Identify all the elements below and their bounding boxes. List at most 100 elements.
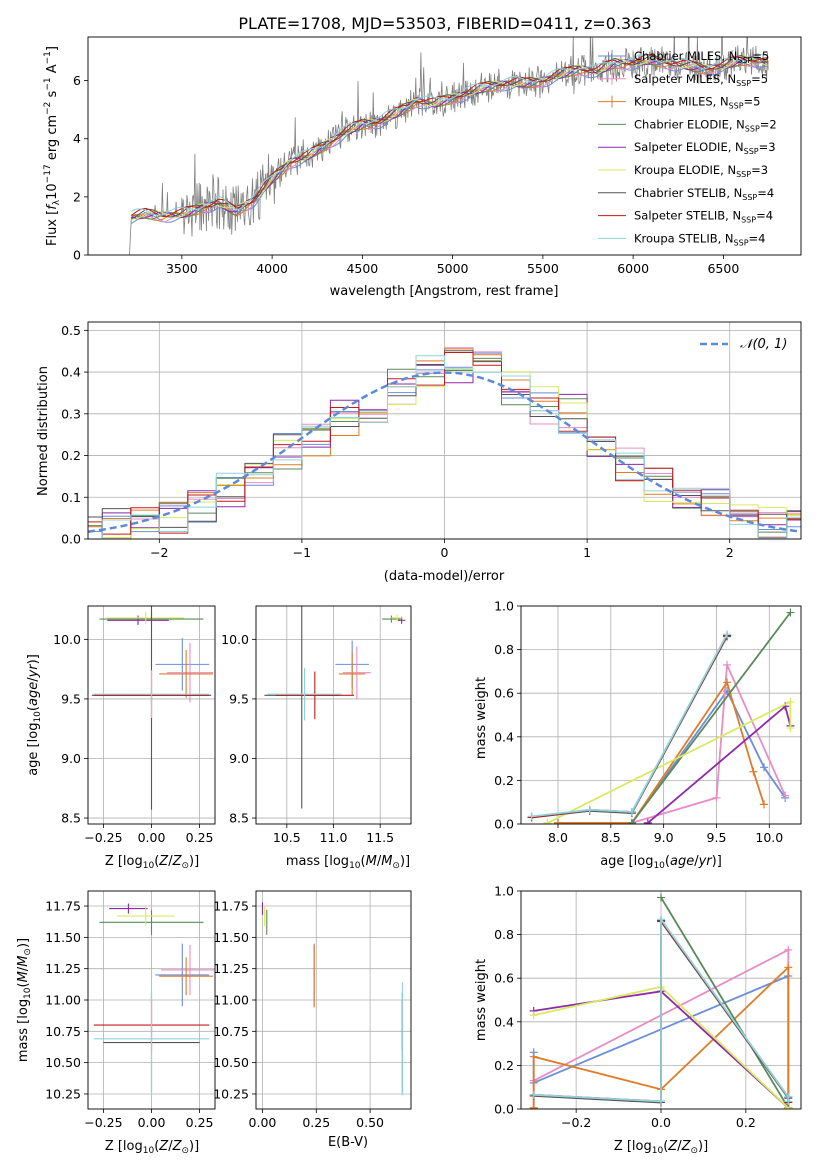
- tick-label-y: 11.50: [45, 930, 81, 945]
- tick-label-y: 0.8: [494, 642, 514, 657]
- tick-label-x: 4000: [256, 261, 288, 276]
- legend-label-sub: SSP: [736, 79, 751, 88]
- legend-label-salpeter-stelib: Salpeter STELIB, NSSP=4: [634, 209, 773, 225]
- mwage-ylabel: mass weight: [474, 677, 489, 759]
- plot-area: [264, 606, 406, 809]
- axes-frame: [520, 890, 802, 1110]
- tick-label-y: 4: [73, 131, 81, 146]
- legend-label-value: =5: [744, 95, 761, 109]
- plot-area: [93, 903, 215, 1096]
- legend-label-value: =4: [749, 231, 766, 245]
- tick-label-x: 5500: [527, 261, 559, 276]
- age-vs-z-panel: −0.25 0.00 0.25 8.5 9.0 9.5 10.0 Z [log10(Z/Z⊙)…: [26, 605, 216, 871]
- weight-marker-kroupa-stelib: [723, 630, 732, 639]
- legend-label-value: =5: [751, 72, 768, 86]
- plot-area: [529, 893, 793, 1109]
- tick-label-x: −2: [150, 545, 168, 560]
- weight-marker-chabrier-elodie: [657, 893, 665, 902]
- tick-label-y: 9.5: [229, 691, 249, 706]
- tick-label-x: 9.5: [707, 830, 727, 845]
- hist-ylabel: Normed distribution: [36, 366, 51, 496]
- legend-label-sub: SSP: [744, 147, 759, 156]
- spectrum-xlabel: wavelength [Angstrom, rest frame]: [330, 284, 559, 299]
- weight-marker-kroupa-miles: [723, 678, 732, 687]
- tick-label-x: 5000: [437, 261, 469, 276]
- plot-area: [91, 606, 214, 810]
- tick-label-x: 0.25: [186, 1115, 214, 1130]
- tick-label-y: 10.75: [45, 1024, 81, 1039]
- tick-label-y: 0.2: [494, 773, 514, 788]
- tick-label-x: −0.25: [84, 830, 122, 845]
- tick-label-y: 11.25: [213, 961, 249, 976]
- tick-label-x: 10.0: [755, 830, 783, 845]
- tick-label-x: 8.0: [548, 830, 568, 845]
- weight-marker-chabrier-elodie: [627, 818, 636, 824]
- mass-weight-vs-z-panel: −0.2 0.0 0.2 0.0 0.2 0.4 0.6 0.8 1.0 Z [log10(Z/Z…: [494, 884, 802, 1156]
- tick-label-x: 0.0: [651, 1115, 671, 1130]
- tick-label-y: 10.25: [213, 1086, 249, 1101]
- tick-label-y: 11.75: [45, 899, 81, 914]
- legend-label-chabrier-elodie: Chabrier ELODIE, NSSP=2: [634, 117, 777, 133]
- legend-label-sub: SSP: [736, 170, 751, 179]
- tick-label-x: 11.0: [320, 830, 348, 845]
- weight-marker-salpeter-miles: [712, 793, 721, 802]
- axes-frame: [255, 890, 412, 1110]
- weight-marker-kroupa-miles: [529, 1103, 538, 1109]
- tick-label-x: 0.25: [302, 1115, 330, 1130]
- legend-label-normal: 𝒩(0, 1): [740, 337, 787, 352]
- legend-label-value: =4: [757, 186, 774, 200]
- tick-label-y: 10.50: [213, 1055, 249, 1070]
- tick-label-x: 4500: [346, 261, 378, 276]
- tick-label-x: −1: [293, 545, 311, 560]
- weight-marker-kroupa-stelib: [784, 1097, 793, 1106]
- weight-marker-kroupa-miles: [529, 1052, 538, 1061]
- tick-label-y: 6: [73, 73, 81, 88]
- tick-label-y: 0.0: [494, 817, 514, 832]
- legend-label-sub: SSP: [741, 216, 756, 225]
- weight-marker-kroupa-elodie: [543, 818, 552, 824]
- legend-label-salpeter-miles: Salpeter MILES, NSSP=5: [634, 72, 768, 88]
- tick-label-y: 10.0: [221, 632, 249, 647]
- weight-marker-kroupa-stelib: [529, 1090, 538, 1099]
- legend-label-value: =3: [751, 163, 768, 177]
- tick-label-x: 0.00: [138, 830, 166, 845]
- model-spectrum-kroupa-miles: [131, 58, 769, 221]
- tick-label-y: 0.0: [494, 1102, 514, 1117]
- tick-label-y: 0.4: [61, 365, 81, 380]
- model-spectrum-chabrier-elodie: [131, 57, 769, 220]
- model-spectrum-chabrier-stelib: [131, 54, 769, 220]
- residual-histogram-panel: −2 −1 0 1 2 0.0 0.1 0.2 0.3 0.4 0.5 𝒩(0, 1): [61, 321, 802, 560]
- tick-label-y: 11.25: [45, 961, 81, 976]
- tick-label-y: 1.0: [494, 884, 514, 899]
- tick-label-y: 10.25: [45, 1086, 81, 1101]
- weight-marker-kroupa-miles: [784, 963, 793, 972]
- tick-label-y: 0.2: [494, 1058, 514, 1073]
- tick-label-y: 11.00: [45, 993, 81, 1008]
- weight-marker-kroupa-elodie: [786, 724, 795, 733]
- age-vs-z-xlabel: Z [log10(Z/Z⊙)]: [105, 854, 199, 871]
- mw-age-xlabel: age [log10(age/yr)]: [600, 854, 722, 871]
- axes-frame: [87, 321, 802, 540]
- weight-marker-kroupa-stelib: [585, 805, 594, 814]
- mw-z-xlabel: Z [log10(Z/Z⊙)]: [614, 1139, 708, 1156]
- weight-marker-salpeter-miles: [784, 945, 793, 954]
- tick-label-x: 9.0: [654, 830, 674, 845]
- weight-marker-kroupa-miles: [749, 767, 758, 776]
- weight-marker-chabrier-elodie: [786, 608, 795, 617]
- tick-label-x: −0.2: [561, 1115, 591, 1130]
- tick-label-y: 10.50: [45, 1055, 81, 1070]
- tick-label-x: 0: [441, 545, 449, 560]
- tick-label-x: 1: [583, 545, 591, 560]
- axes-frame: [87, 890, 216, 1110]
- legend-label-chabrier-miles: Chabrier MILES, NSSP=5: [634, 49, 769, 65]
- tick-label-x: 0.00: [249, 1115, 277, 1130]
- weight-line-chabrier-elodie: [660, 897, 790, 1109]
- mwz-ylabel: mass weight: [474, 959, 489, 1041]
- tick-label-y: 11.50: [213, 930, 249, 945]
- age-vs-mass-xlabel: mass [log10(M/M⊙)]: [286, 854, 410, 871]
- tick-label-y: 9.5: [61, 691, 81, 706]
- axes-frame: [87, 605, 216, 825]
- tick-label-x: 0.50: [356, 1115, 384, 1130]
- legend-label-sub: SSP: [737, 56, 752, 65]
- tick-label-y: 0.2: [61, 448, 81, 463]
